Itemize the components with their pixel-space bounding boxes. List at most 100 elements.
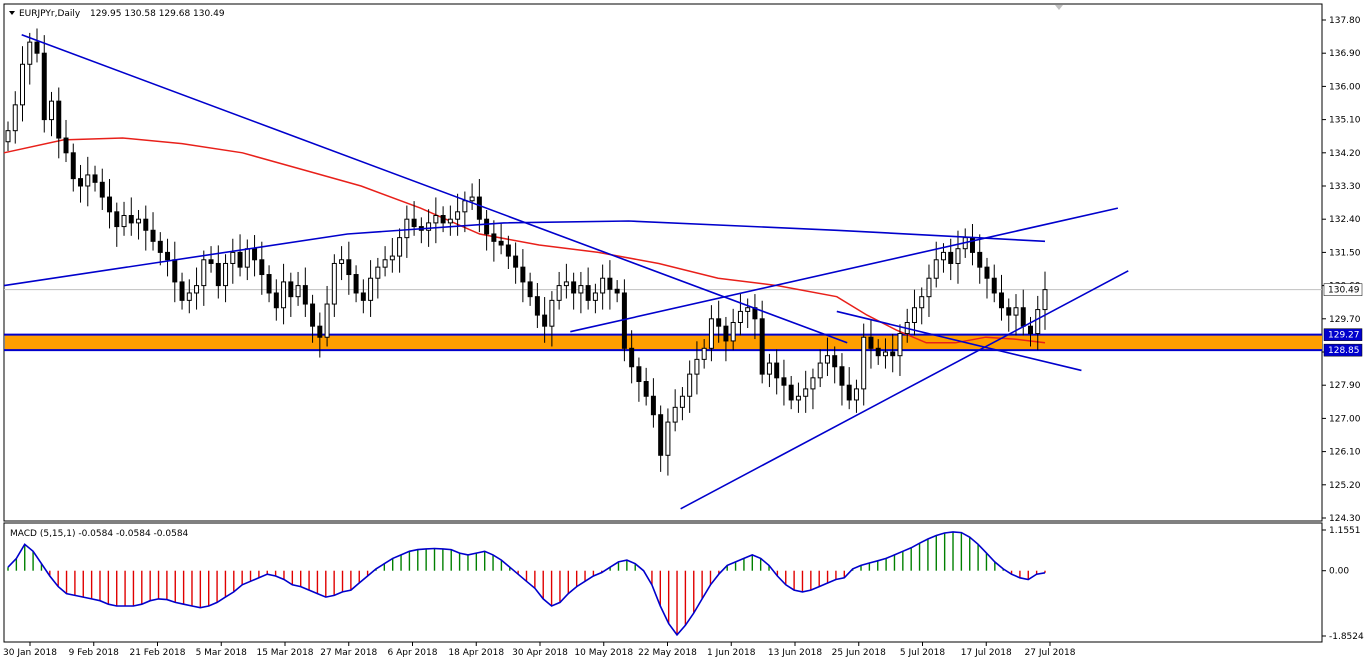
candle-body: [846, 384, 852, 401]
symbol-dropdown-icon[interactable]: [9, 11, 15, 15]
candle-body: [331, 262, 337, 305]
time-tick-label: 10 May 2018: [574, 648, 633, 658]
time-tick-label: 9 Feb 2018: [69, 648, 120, 658]
candle-body: [237, 251, 243, 268]
candle-body: [223, 262, 229, 287]
candle-body: [614, 288, 620, 294]
time-tick-label: 18 Apr 2018: [448, 648, 504, 658]
candle-body: [375, 266, 381, 279]
candle-body: [259, 259, 265, 276]
candle-body: [940, 251, 946, 261]
candle-body: [919, 296, 925, 309]
trendline: [836, 310, 1082, 372]
candle-body: [781, 377, 787, 386]
time-tick-label: 30 Apr 2018: [512, 648, 568, 658]
current-price-marker-box: [1323, 283, 1363, 296]
candle-body: [984, 266, 990, 279]
candle-body: [665, 421, 671, 456]
candle-body: [926, 277, 932, 298]
candle-body: [288, 281, 294, 298]
candle-body: [839, 366, 845, 386]
candle-body: [317, 325, 323, 338]
candle-body: [165, 251, 171, 261]
level-marker-lower: 128.85: [1328, 346, 1360, 356]
candle-body: [636, 366, 642, 383]
candle-body: [890, 351, 896, 357]
time-tick-label: 5 Jul 2018: [900, 648, 945, 658]
candle-body: [600, 277, 606, 294]
candle-body: [672, 406, 678, 423]
macd-panel-frame: [3, 522, 1323, 643]
candle-body: [795, 395, 801, 401]
candle-body: [63, 137, 69, 154]
candle-body: [440, 215, 446, 224]
price-tick-label: 127.90: [1329, 381, 1361, 391]
candle-body: [447, 218, 453, 224]
scroll-marker-icon[interactable]: [1055, 5, 1063, 10]
candle-body: [824, 355, 830, 364]
candle-body: [230, 251, 236, 264]
price-panel-frame: [3, 3, 1323, 522]
price-tick-label: 136.90: [1329, 49, 1361, 59]
candle-body: [143, 218, 149, 231]
candle-body: [716, 318, 722, 327]
candle-body: [527, 281, 533, 298]
candle-body: [643, 381, 649, 397]
candle-body: [360, 292, 366, 301]
level-marker-lower-box: [1323, 343, 1363, 357]
candle-body: [810, 377, 816, 390]
price-tick-label: 132.40: [1329, 215, 1361, 225]
ohlc-header: 129.95 130.58 129.68 130.49: [90, 9, 225, 19]
time-tick-label: 21 Feb 2018: [129, 648, 185, 658]
candle-body: [694, 358, 700, 375]
candle-body: [70, 152, 76, 180]
trendline: [680, 270, 1129, 510]
time-tick-label: 17 Jul 2018: [961, 648, 1012, 658]
candle-body: [1006, 307, 1012, 316]
candle-body: [948, 251, 954, 264]
candle-body: [933, 259, 939, 279]
price-tick-label: 124.30: [1329, 514, 1361, 524]
candle-body: [78, 178, 84, 187]
candle-body: [1035, 309, 1041, 335]
price-tick-label: 125.20: [1329, 481, 1361, 491]
candle-body: [563, 281, 569, 287]
candle-body: [592, 292, 598, 301]
candle-body: [607, 277, 613, 290]
candle-body: [520, 266, 526, 283]
time-tick-label: 6 Apr 2018: [388, 648, 438, 658]
candle-body: [1020, 307, 1026, 327]
candle-body: [484, 218, 490, 235]
candle-body: [266, 274, 272, 294]
candle-body: [404, 218, 410, 239]
candle-body: [513, 255, 519, 268]
candle-body: [368, 277, 374, 301]
candle-body: [788, 384, 794, 401]
candle-body: [571, 281, 577, 294]
candle-body: [868, 336, 874, 349]
candle-body: [41, 52, 47, 121]
support-zone-layer: [4, 289, 1322, 352]
time-tick-label: 27 Jul 2018: [1025, 648, 1076, 658]
price-tick-label: 133.30: [1329, 182, 1361, 192]
candle-body: [462, 200, 468, 213]
level-marker-upper: 129.27: [1328, 331, 1360, 341]
candle-body: [737, 310, 743, 323]
candle-body: [49, 100, 55, 121]
macd-signal-line: [7, 531, 1046, 637]
trendlines-layer: [3, 34, 1129, 510]
candle-body: [549, 299, 555, 327]
candle-body: [774, 362, 780, 379]
candle-body: [114, 211, 120, 228]
candle-body: [186, 292, 192, 301]
time-tick-label: 15 Mar 2018: [256, 648, 313, 658]
candle-body: [897, 333, 903, 357]
price-axis: 137.80 136.90 136.00 135.10 134.20 133.30 132.…: [1322, 16, 1361, 524]
candle-body: [491, 233, 497, 242]
candle-body: [701, 347, 707, 360]
candle-body: [679, 395, 685, 408]
symbol-header: EURJPYr,Daily: [19, 9, 81, 19]
candle-body: [629, 347, 635, 368]
candle-body: [1028, 325, 1033, 335]
